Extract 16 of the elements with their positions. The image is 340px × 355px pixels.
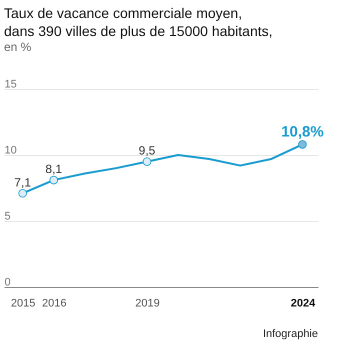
data-label: 8,1 xyxy=(45,162,62,176)
y-tick-label: 10 xyxy=(4,144,17,156)
x-tick-label: 2024 xyxy=(290,298,316,310)
data-label: 10,8% xyxy=(281,123,324,140)
y-tick-label: 5 xyxy=(4,210,11,222)
text: Infographie xyxy=(262,328,318,340)
data-label: 7,1 xyxy=(14,175,32,190)
x-tick-label: 2019 xyxy=(135,298,160,310)
text: dans 390 villes de plus de 15000 habitants, xyxy=(4,23,273,39)
x-tick-label: 2015 xyxy=(10,298,36,310)
data-label: 9,5 xyxy=(138,144,156,158)
chart-subtitle: en % xyxy=(3,40,32,54)
y-tick-label: 15 xyxy=(4,78,17,90)
text: Taux de vacance commerciale moyen, xyxy=(4,5,242,21)
y-tick-label: 0 xyxy=(4,276,11,288)
x-tick-label: 2016 xyxy=(42,298,66,310)
